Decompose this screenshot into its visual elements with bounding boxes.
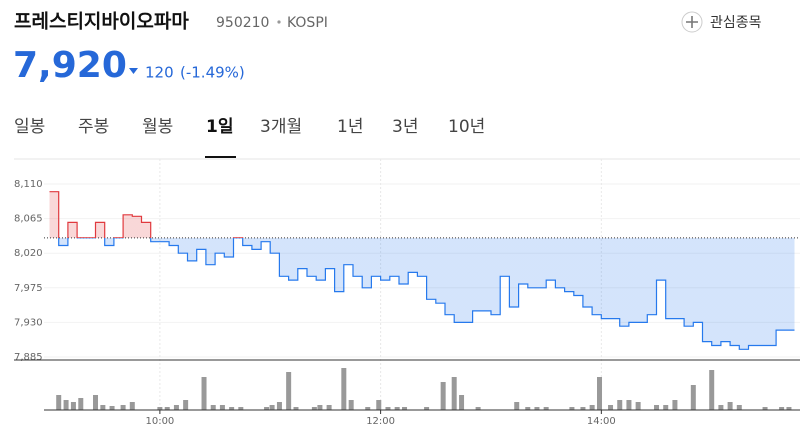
volume-bar xyxy=(201,377,207,410)
volume-bar xyxy=(569,407,575,410)
stock-name: 프레스티지바이오파마 xyxy=(14,11,189,33)
volume-bar xyxy=(326,405,332,410)
volume-bar xyxy=(709,370,715,410)
volume-bar xyxy=(543,407,549,410)
plus-icon xyxy=(681,11,703,33)
volume-bar xyxy=(626,400,632,410)
volume-bar xyxy=(385,407,391,410)
volume-bar xyxy=(183,400,189,410)
tab[interactable]: 1년 xyxy=(337,117,363,137)
volume-bar xyxy=(293,407,299,410)
volume-bar xyxy=(589,405,595,410)
y-tick-label: 8,020 xyxy=(14,248,43,259)
volume-bar xyxy=(459,395,465,410)
tab[interactable]: 일봉 xyxy=(14,117,45,137)
watch-button[interactable]: 관심종목 xyxy=(681,11,762,33)
stock-code: 950210 xyxy=(216,15,269,31)
volume-bar xyxy=(238,407,244,410)
volume-bar xyxy=(525,407,531,410)
volume-bar xyxy=(672,400,678,410)
volume-bar xyxy=(311,407,317,410)
x-tick-label: 12:00 xyxy=(366,416,395,427)
volume-bar xyxy=(376,400,382,410)
volume-bar xyxy=(109,406,115,410)
price-change-pct: (-1.49%) xyxy=(180,64,245,82)
y-tick-label: 7,930 xyxy=(14,317,43,328)
volume-bar xyxy=(654,405,660,410)
volume-bar xyxy=(348,400,354,410)
volume-bar xyxy=(93,395,99,410)
volume-bar xyxy=(635,402,641,410)
tab[interactable]: 3년 xyxy=(392,117,418,137)
volume-bar xyxy=(63,400,69,410)
chart: 8,110 8,065 8,020 7,975 7,930 7,885 10:00 12:00… xyxy=(14,158,800,427)
volume-bar xyxy=(210,405,216,410)
volume-bar xyxy=(690,385,696,410)
volume-bar xyxy=(157,407,163,410)
price-change: 120 xyxy=(145,64,174,82)
x-tick-label: 14:00 xyxy=(587,416,616,427)
volume-bar xyxy=(120,405,126,410)
volume-bar xyxy=(475,407,481,410)
volume-bar xyxy=(736,405,742,410)
y-tick-label: 7,975 xyxy=(14,283,43,294)
volume-bar xyxy=(394,407,400,410)
tab[interactable]: 10년 xyxy=(448,117,485,137)
x-tick-label: 10:00 xyxy=(145,416,174,427)
tab-bar: 일봉 주봉 월봉 1일 3개월 1년 3년 10년 xyxy=(14,117,485,158)
volume-bar xyxy=(286,372,292,410)
volume-bar xyxy=(727,402,733,410)
volume-bar xyxy=(229,407,235,410)
volume-bar xyxy=(534,407,540,410)
tab[interactable]: 주봉 xyxy=(78,117,109,137)
volume-bar xyxy=(762,407,768,410)
market: KOSPI xyxy=(287,15,328,31)
volume-bar xyxy=(617,400,623,410)
volume-bar xyxy=(276,402,282,410)
volume-bar xyxy=(56,395,62,410)
volume-bar xyxy=(164,407,170,410)
plus-sign xyxy=(686,16,698,28)
volume-bar xyxy=(424,407,430,410)
volume-bar xyxy=(269,405,275,410)
volume-bar xyxy=(219,405,225,410)
volume-bar xyxy=(264,407,270,410)
volume-bar xyxy=(608,405,614,410)
volume-bar xyxy=(402,407,408,410)
down-arrow xyxy=(129,68,138,74)
tab[interactable]: 3개월 xyxy=(260,117,302,137)
volume-bar xyxy=(779,407,785,410)
volume-bar xyxy=(341,368,347,410)
y-tick-label: 8,110 xyxy=(14,179,43,190)
watch-label: 관심종목 xyxy=(710,15,762,31)
tab[interactable]: 월봉 xyxy=(142,117,173,137)
tab[interactable]: 1일 xyxy=(206,117,233,137)
volume-bar xyxy=(451,377,457,410)
volume-bar xyxy=(100,405,106,410)
volume-bar xyxy=(173,405,179,410)
volume-bar xyxy=(78,398,84,410)
y-tick-label: 7,885 xyxy=(14,352,43,363)
volume-bar xyxy=(317,405,323,410)
current-price: 7,920 xyxy=(13,45,127,86)
separator xyxy=(277,20,281,24)
volume-bar xyxy=(440,382,446,410)
volume-bar xyxy=(718,405,724,410)
volume-bar xyxy=(597,377,603,410)
price-area xyxy=(49,191,795,350)
volume-bar xyxy=(70,402,76,410)
y-tick-label: 8,065 xyxy=(14,214,43,225)
volume-bar xyxy=(365,407,371,410)
price-line xyxy=(49,191,795,350)
volume-bar xyxy=(663,405,669,410)
volume-bar xyxy=(514,402,520,410)
volume-bar xyxy=(129,402,135,410)
volume-bar xyxy=(580,407,586,410)
volume-bar xyxy=(786,407,792,410)
